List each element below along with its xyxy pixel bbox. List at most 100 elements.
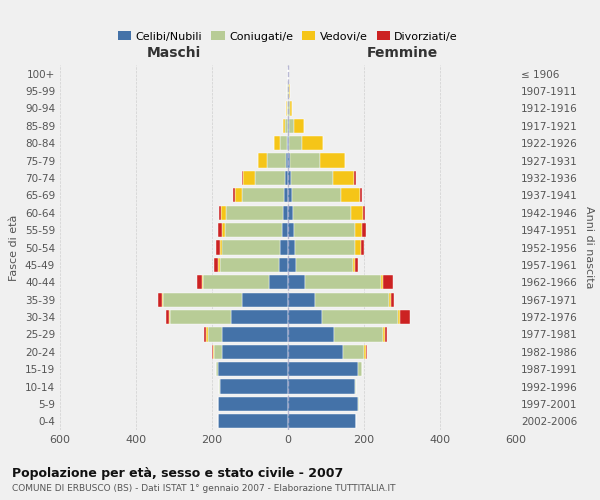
Bar bbox=[288, 171, 291, 185]
Bar bbox=[242, 188, 284, 202]
Bar bbox=[280, 240, 288, 254]
Bar bbox=[288, 102, 290, 116]
Bar bbox=[197, 275, 202, 289]
Text: Maschi: Maschi bbox=[147, 46, 201, 60]
Bar bbox=[287, 136, 288, 150]
Bar bbox=[288, 344, 343, 359]
Bar bbox=[362, 223, 366, 237]
Bar bbox=[343, 344, 364, 359]
Bar bbox=[355, 223, 362, 237]
Bar bbox=[285, 118, 288, 133]
Bar bbox=[285, 171, 288, 185]
Bar bbox=[283, 118, 285, 133]
Bar bbox=[391, 292, 394, 307]
Bar bbox=[288, 84, 289, 98]
Bar bbox=[383, 275, 392, 289]
Bar bbox=[218, 397, 288, 411]
Bar bbox=[366, 344, 367, 359]
Bar bbox=[220, 258, 278, 272]
Bar bbox=[355, 240, 361, 254]
Bar bbox=[267, 154, 286, 168]
Bar bbox=[290, 154, 320, 168]
Bar bbox=[208, 328, 221, 342]
Bar bbox=[202, 275, 203, 289]
Bar bbox=[322, 310, 398, 324]
Bar bbox=[291, 171, 333, 185]
Bar bbox=[214, 344, 221, 359]
Bar bbox=[389, 292, 391, 307]
Bar bbox=[170, 310, 231, 324]
Bar bbox=[221, 344, 288, 359]
Text: COMUNE DI ERBUSCO (BS) - Dati ISTAT 1° gennaio 2007 - Elaborazione TUTTITALIA.IT: COMUNE DI ERBUSCO (BS) - Dati ISTAT 1° g… bbox=[12, 484, 395, 493]
Bar bbox=[381, 275, 383, 289]
Bar bbox=[385, 328, 387, 342]
Bar bbox=[288, 362, 358, 376]
Bar bbox=[214, 258, 218, 272]
Bar bbox=[288, 397, 358, 411]
Bar bbox=[166, 310, 169, 324]
Bar bbox=[218, 414, 288, 428]
Bar bbox=[288, 118, 289, 133]
Bar bbox=[288, 258, 296, 272]
Bar bbox=[222, 223, 226, 237]
Bar bbox=[288, 188, 292, 202]
Bar bbox=[219, 380, 220, 394]
Bar bbox=[364, 344, 366, 359]
Bar bbox=[288, 414, 356, 428]
Bar bbox=[353, 258, 355, 272]
Bar bbox=[355, 380, 356, 394]
Bar bbox=[288, 154, 290, 168]
Bar bbox=[398, 310, 400, 324]
Bar bbox=[254, 171, 285, 185]
Bar bbox=[288, 136, 289, 150]
Bar bbox=[295, 118, 304, 133]
Bar bbox=[283, 206, 288, 220]
Bar bbox=[287, 84, 288, 98]
Bar bbox=[289, 136, 302, 150]
Bar bbox=[334, 328, 383, 342]
Bar bbox=[283, 223, 288, 237]
Y-axis label: Fasce di età: Fasce di età bbox=[10, 214, 19, 280]
Bar bbox=[163, 292, 242, 307]
Bar bbox=[226, 206, 283, 220]
Bar bbox=[203, 275, 269, 289]
Bar bbox=[288, 240, 295, 254]
Bar bbox=[216, 362, 218, 376]
Bar bbox=[288, 310, 322, 324]
Bar bbox=[360, 188, 362, 202]
Bar bbox=[288, 292, 314, 307]
Bar bbox=[293, 206, 352, 220]
Bar bbox=[400, 310, 410, 324]
Bar bbox=[288, 380, 355, 394]
Bar bbox=[288, 223, 294, 237]
Bar bbox=[286, 154, 288, 168]
Bar bbox=[290, 102, 292, 116]
Bar bbox=[219, 206, 221, 220]
Bar bbox=[288, 206, 293, 220]
Bar bbox=[278, 258, 288, 272]
Bar bbox=[212, 344, 213, 359]
Bar bbox=[269, 275, 288, 289]
Bar bbox=[235, 188, 242, 202]
Bar bbox=[320, 154, 345, 168]
Bar bbox=[288, 275, 305, 289]
Bar bbox=[286, 102, 287, 116]
Bar bbox=[361, 240, 364, 254]
Bar bbox=[169, 310, 170, 324]
Bar bbox=[220, 380, 288, 394]
Bar bbox=[162, 292, 163, 307]
Bar bbox=[314, 292, 389, 307]
Bar bbox=[221, 206, 226, 220]
Bar bbox=[352, 206, 363, 220]
Bar bbox=[289, 118, 295, 133]
Bar bbox=[280, 136, 287, 150]
Bar bbox=[218, 362, 288, 376]
Bar bbox=[220, 240, 221, 254]
Bar bbox=[233, 188, 235, 202]
Bar bbox=[333, 171, 354, 185]
Bar bbox=[288, 328, 334, 342]
Bar bbox=[305, 275, 381, 289]
Bar bbox=[289, 84, 290, 98]
Bar bbox=[287, 102, 288, 116]
Bar bbox=[158, 292, 162, 307]
